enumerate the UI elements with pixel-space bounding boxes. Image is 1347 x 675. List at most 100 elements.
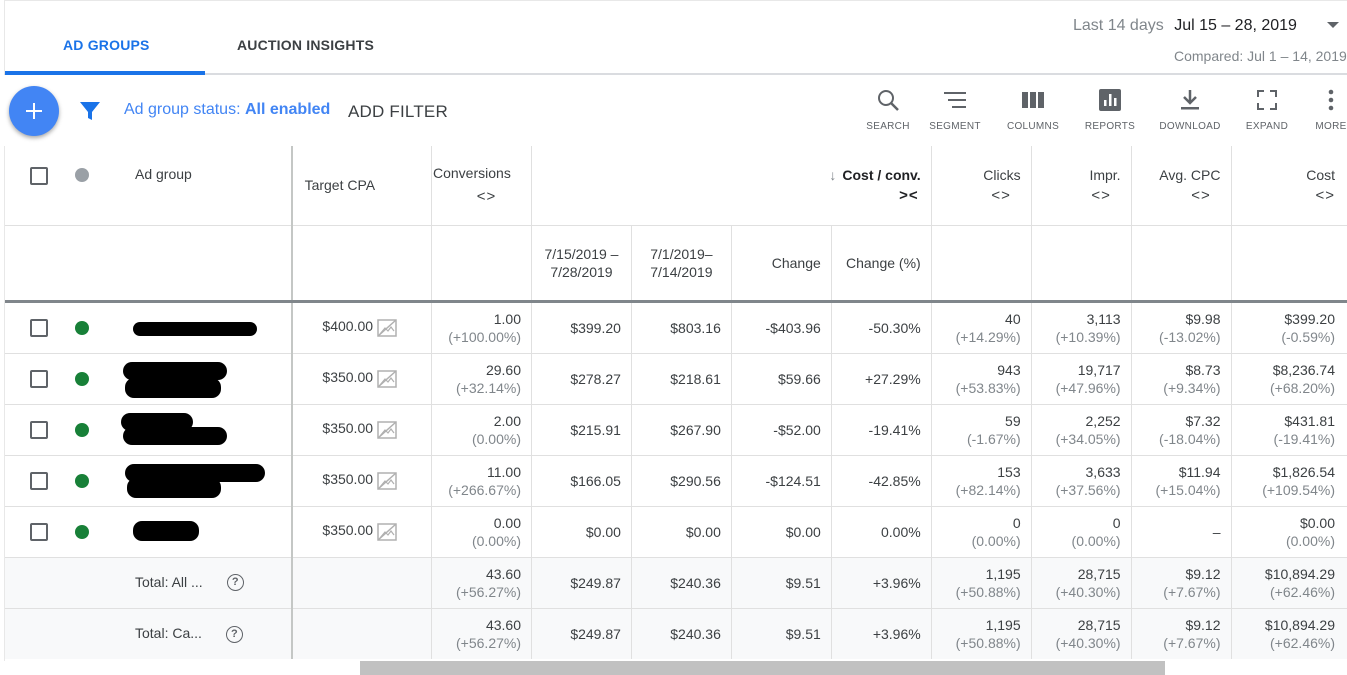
date-range-value[interactable]: Jul 15 – 28, 2019 [1174,17,1297,34]
row-checkbox[interactable] [30,318,48,337]
total-impr-cell-value: 28,715 [1077,565,1121,582]
table-row[interactable]: $350.00 29.60 (+32.14%) $278.27 $218.61 $… [5,352,1347,404]
header-ad-group-label[interactable]: Ad group [135,166,192,182]
table-row[interactable]: $400.00 1.00 (+100.00%) $399.20 $803.16 -… [5,301,1347,353]
date-compared: Compared: Jul 1 – 14, 2019 [1174,48,1347,64]
header-impr[interactable]: Impr. <> [1031,146,1132,225]
sort-arrow-icon: ↓ [829,166,837,183]
cost-conv-change-cell: -$52.00 [731,403,832,455]
expand-tool[interactable]: EXPAND [1232,88,1302,132]
avg-cpc-cell: $7.32 (-18.04%) [1131,403,1232,455]
cost-conv-previous-cell: $290.56 [631,454,732,506]
clicks-cell-change: (+53.83%) [955,379,1021,396]
avg-cpc-cell-change: (+15.04%) [1155,481,1221,498]
total-cost-conv-previous-cell: $240.36 [631,607,732,659]
header-target-cpa[interactable]: Target CPA [291,146,433,225]
subheader-period-current[interactable]: 7/15/2019 – 7/28/2019 [531,224,632,303]
header-cost-label: Cost [1306,166,1335,183]
header-clicks-label: Clicks [983,166,1021,183]
header-conversions[interactable]: Conversions <> [431,146,532,225]
table-row[interactable]: $350.00 0.00 (0.00%) $0.00 $0.00 $0.00 0.… [5,505,1347,557]
subheader-period-previous[interactable]: 7/1/2019– 7/14/2019 [631,224,732,303]
cost-conv-collapse-icon[interactable]: >< [899,186,919,204]
ad-group-cell[interactable] [5,505,293,557]
total-label-cell: Total: Ca...? [5,607,293,659]
header-clicks[interactable]: Clicks <> [931,146,1032,225]
row-checkbox[interactable] [30,420,48,439]
status-enabled-icon[interactable] [75,473,89,488]
status-enabled-icon[interactable] [75,524,89,539]
help-icon[interactable]: ? [225,625,243,643]
table-row[interactable]: $350.00 11.00 (+266.67%) $166.05 $290.56 … [5,454,1347,506]
header-cost[interactable]: Cost <> [1231,146,1347,225]
conversions-expand-icon[interactable]: <> [476,188,497,206]
clicks-expand-icon[interactable]: <> [991,186,1011,204]
impr-cell-change: (+47.96%) [1055,379,1121,396]
date-dropdown-arrow-icon[interactable] [1327,22,1339,28]
date-range-selector[interactable]: Last 14 days Jul 15 – 28, 2019 [1073,17,1297,35]
total-row: Total: Ca...? 43.60 (+56.27%) $249.87 $24… [5,607,1347,659]
conversions-cell-value: 0.00 [493,514,521,531]
tab-auction-insights[interactable]: AUCTION INSIGHTS [237,37,374,53]
clicks-cell: 943 (+53.83%) [931,352,1032,404]
add-button[interactable] [9,86,59,136]
cost-expand-icon[interactable]: <> [1315,186,1335,204]
status-enabled-icon[interactable] [75,371,89,386]
subheader-change-pct[interactable]: Change (%) [831,224,932,303]
ad-group-cell[interactable] [5,403,293,455]
row-checkbox[interactable] [30,369,48,388]
row-checkbox[interactable] [30,471,48,490]
table-row[interactable]: $350.00 2.00 (0.00%) $215.91 $267.90 -$52… [5,403,1347,455]
total-cost-cell-change: (+62.46%) [1270,583,1335,600]
download-tool[interactable]: DOWNLOAD [1155,88,1225,132]
row-checkbox[interactable] [30,522,48,541]
redacted-ad-group-name [125,377,221,398]
conversions-cell-change: (+32.14%) [456,379,521,396]
tab-ad-groups[interactable]: AD GROUPS [63,37,150,53]
segment-icon [944,92,966,108]
avg-cpc-cell: $8.73 (+9.34%) [1131,352,1232,404]
target-cpa-cell[interactable]: $350.00 [291,352,433,404]
avg-cpc-cell: $9.98 (-13.02%) [1131,301,1232,353]
target-cpa-cell[interactable]: $350.00 [291,505,433,557]
ad-group-status-filter[interactable]: Ad group status: All enabled [124,101,330,119]
impr-expand-icon[interactable]: <> [1091,186,1111,204]
subheader-change[interactable]: Change [731,224,832,303]
status-enabled-icon[interactable] [75,320,89,335]
select-all-checkbox[interactable] [30,167,48,185]
more-tool[interactable]: MORE [1296,88,1347,132]
header-avg-cpc[interactable]: Avg. CPC <> [1131,146,1232,225]
ad-group-cell[interactable] [5,301,293,353]
total-conversions-cell-change: (+56.27%) [456,583,521,600]
download-tool-label: DOWNLOAD [1159,121,1221,132]
clicks-cell: 59 (-1.67%) [931,403,1032,455]
cost-conv-current-cell: $215.91 [531,403,632,455]
target-cpa-cell[interactable]: $400.00 [291,301,433,353]
target-cpa-unavailable-icon [377,318,397,337]
total-clicks-cell-value: 1,195 [985,565,1021,582]
expand-icon [1257,90,1277,110]
impr-cell: 3,633 (+37.56%) [1031,454,1132,506]
toolbar: Ad group status: All enabled ADD FILTER … [0,76,1347,146]
status-enabled-icon[interactable] [75,422,89,437]
conversions-cell-change: (0.00%) [471,430,521,447]
conversions-cell: 0.00 (0.00%) [431,505,532,557]
impr-cell: 0 (0.00%) [1031,505,1132,557]
total-impr-cell: 28,715 (+40.30%) [1031,556,1132,608]
ad-group-cell[interactable] [5,352,293,404]
target-cpa-cell[interactable]: $350.00 [291,403,433,455]
avg-cpc-expand-icon[interactable]: <> [1191,186,1211,204]
horizontal-scrollbar[interactable] [360,661,1165,675]
cost-cell-value: $0.00 [1299,514,1335,531]
segment-tool[interactable]: SEGMENT [920,88,990,132]
subheader-empty [1231,224,1347,303]
reports-tool[interactable]: REPORTS [1075,88,1145,132]
search-tool[interactable]: SEARCH [853,88,923,132]
filter-icon[interactable] [79,101,101,121]
add-filter-button[interactable]: ADD FILTER [348,102,448,121]
target-cpa-cell[interactable]: $350.00 [291,454,433,506]
columns-tool[interactable]: COLUMNS [998,88,1068,132]
help-icon[interactable]: ? [226,574,244,592]
ad-group-cell[interactable] [5,454,293,506]
header-cost-per-conv[interactable]: ↓ Cost / conv. >< [531,146,932,225]
